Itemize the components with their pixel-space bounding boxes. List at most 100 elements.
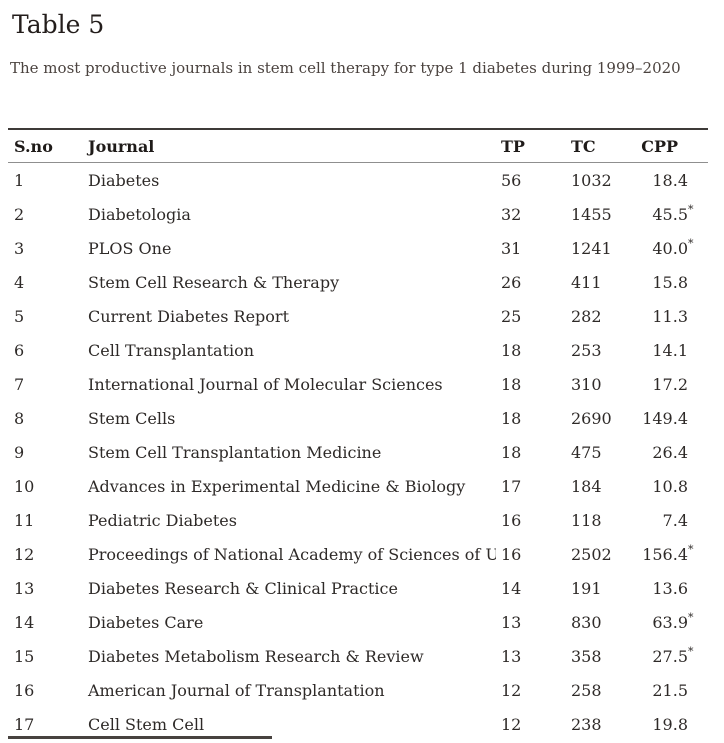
table-title: Table 5: [12, 10, 105, 39]
cpp-value: 156.4: [642, 544, 688, 564]
cell-journal: Advances in Experimental Medicine & Biol…: [88, 476, 466, 496]
cpp-value: 27.5: [652, 646, 688, 666]
cpp-value: 7.4: [662, 510, 688, 530]
cell-sno: 15: [14, 646, 35, 666]
cell-sno: 12: [14, 544, 35, 564]
table-row: 15 Diabetes Metabolism Research & Review…: [8, 639, 708, 673]
cell-sno: 13: [14, 578, 35, 598]
table-row: 4 Stem Cell Research & Therapy 26 411 15…: [8, 265, 708, 299]
cell-tp: 18: [501, 340, 522, 360]
cpp-value: 63.9: [652, 612, 688, 632]
table-row: 17 Cell Stem Cell 12 238 19.8: [8, 707, 708, 741]
table-row: 5 Current Diabetes Report 25 282 11.3: [8, 299, 708, 333]
cell-cpp: 14.1: [638, 333, 708, 367]
cell-sno: 4: [14, 272, 25, 292]
cell-sno: 8: [14, 408, 25, 428]
table-header: S.no Journal TP TC CPP: [8, 129, 708, 163]
cpp-value: 11.3: [652, 306, 688, 326]
header-row: S.no Journal TP TC CPP: [8, 129, 708, 163]
cell-sno: 11: [14, 510, 35, 530]
table-row: 7 International Journal of Molecular Sci…: [8, 367, 708, 401]
table-row: 2 Diabetologia 32 1455 45.5*: [8, 197, 708, 231]
cell-tc: 411: [571, 272, 602, 292]
cell-journal: Stem Cells: [88, 408, 176, 428]
cell-sno: 9: [14, 442, 25, 462]
table-row: 13 Diabetes Research & Clinical Practice…: [8, 571, 708, 605]
cpp-value: 14.1: [652, 340, 688, 360]
cell-sno: 16: [14, 680, 35, 700]
cell-sno: 1: [14, 170, 25, 190]
table-row: 11 Pediatric Diabetes 16 118 7.4: [8, 503, 708, 537]
cell-tp: 16: [501, 544, 522, 564]
col-header-sno: S.no: [14, 136, 53, 156]
cell-tc: 475: [571, 442, 602, 462]
cell-journal: Cell Stem Cell: [88, 714, 205, 734]
cell-journal: Stem Cell Transplantation Medicine: [88, 442, 382, 462]
table-row: 12 Proceedings of National Academy of Sc…: [8, 537, 708, 571]
cell-journal: PLOS One: [88, 238, 172, 258]
cell-sno: 14: [14, 612, 35, 632]
col-header-tc: TC: [571, 136, 596, 156]
cell-cpp: 15.8: [638, 265, 708, 299]
cell-cpp: 149.4: [638, 401, 708, 435]
cell-tp: 13: [501, 612, 522, 632]
cpp-value: 17.2: [652, 374, 688, 394]
cell-tc: 1455: [571, 204, 612, 224]
cell-cpp: 40.0*: [652, 237, 694, 258]
cell-tp: 17: [501, 476, 522, 496]
cell-cpp: 17.2: [638, 367, 708, 401]
cell-tp: 32: [501, 204, 522, 224]
table-caption: The most productive journals in stem cel…: [10, 59, 681, 77]
cell-journal: American Journal of Transplantation: [88, 680, 385, 700]
cell-journal: Proceedings of National Academy of Scien…: [88, 544, 496, 564]
cell-tp: 12: [501, 714, 522, 734]
cell-journal: Cell Transplantation: [88, 340, 255, 360]
cell-tc: 238: [571, 714, 602, 734]
cell-tc: 310: [571, 374, 602, 394]
table-row: 10 Advances in Experimental Medicine & B…: [8, 469, 708, 503]
cell-tc: 282: [571, 306, 602, 326]
cell-tc: 358: [571, 646, 602, 666]
table-row: 8 Stem Cells 18 2690 149.4: [8, 401, 708, 435]
col-header-cpp: CPP: [641, 136, 678, 156]
cell-tc: 258: [571, 680, 602, 700]
cell-sno: 10: [14, 476, 35, 496]
cell-tp: 56: [501, 170, 522, 190]
cell-cpp: 63.9*: [652, 611, 694, 632]
table-row: 6 Cell Transplantation 18 253 14.1: [8, 333, 708, 367]
cell-tp: 12: [501, 680, 522, 700]
cell-sno: 17: [14, 714, 35, 734]
cpp-value: 40.0: [652, 238, 688, 258]
cell-cpp: 13.6: [638, 571, 708, 605]
cpp-value: 149.4: [642, 408, 688, 428]
cell-cpp: 10.8: [638, 469, 708, 503]
cell-tc: 118: [571, 510, 602, 530]
cell-tp: 14: [501, 578, 522, 598]
cell-tp: 25: [501, 306, 522, 326]
cell-tp: 18: [501, 442, 522, 462]
cell-tc: 184: [571, 476, 602, 496]
cell-journal: Diabetes Care: [88, 612, 204, 632]
cell-cpp: 26.4: [638, 435, 708, 469]
cell-sno: 3: [14, 238, 25, 258]
cell-tp: 18: [501, 408, 522, 428]
cell-journal: Diabetes: [88, 170, 160, 190]
cell-tc: 191: [571, 578, 602, 598]
cpp-value: 10.8: [652, 476, 688, 496]
cell-sno: 6: [14, 340, 25, 360]
cell-journal: Diabetes Research & Clinical Practice: [88, 578, 398, 598]
cell-tp: 18: [501, 374, 522, 394]
cell-cpp: 18.4: [638, 163, 708, 198]
cell-tc: 1241: [571, 238, 612, 258]
cell-journal: Diabetologia: [88, 204, 191, 224]
table-row: 16 American Journal of Transplantation 1…: [8, 673, 708, 707]
cell-tc: 2502: [571, 544, 612, 564]
cell-tp: 31: [501, 238, 522, 258]
cpp-value: 15.8: [652, 272, 688, 292]
cell-journal: Stem Cell Research & Therapy: [88, 272, 340, 292]
cell-journal: Diabetes Metabolism Research & Review: [88, 646, 424, 666]
cpp-value: 13.6: [652, 578, 688, 598]
table-row: 3 PLOS One 31 1241 40.0*: [8, 231, 708, 265]
cpp-value: 21.5: [652, 680, 688, 700]
